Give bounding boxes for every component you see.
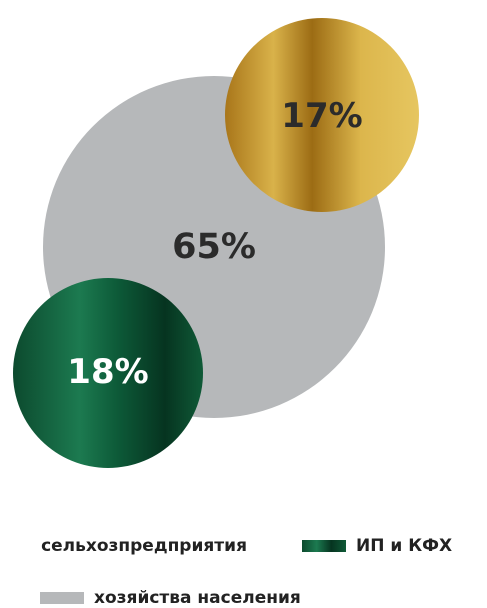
bubble-ip-kfh (13, 278, 203, 468)
legend-item-ip-kfh: ИП и КФХ (302, 536, 452, 556)
label-selkhoz: 17% (281, 96, 362, 136)
legend-swatch-khozyaystva (40, 592, 84, 604)
legend-item-selkhoz: сельхозпредприятия (41, 536, 247, 556)
legend-label-ip-kfh: ИП и КФХ (356, 536, 453, 556)
label-khozyaystva: 65% (172, 227, 256, 267)
legend-swatch-ip-kfh (302, 540, 346, 552)
bubble-chart: 65% 17% 18% (13, 18, 419, 468)
label-ip-kfh: 18% (67, 352, 148, 392)
legend-label-khozyaystva: хозяйства населения (94, 588, 301, 608)
legend-item-khozyaystva: хозяйства населения (40, 588, 301, 608)
bubble-selkhoz (225, 18, 419, 212)
legend-label-selkhoz: сельхозпредприятия (41, 536, 247, 556)
